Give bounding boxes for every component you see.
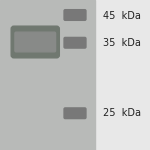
FancyBboxPatch shape <box>64 37 86 48</box>
FancyBboxPatch shape <box>64 10 86 20</box>
Text: 45  kDa: 45 kDa <box>103 11 141 21</box>
FancyBboxPatch shape <box>11 26 59 58</box>
Text: 35  kDa: 35 kDa <box>103 39 141 48</box>
FancyBboxPatch shape <box>15 32 56 52</box>
Bar <box>0 0 95 150</box>
FancyBboxPatch shape <box>64 108 86 119</box>
Text: 25  kDa: 25 kDa <box>103 108 141 118</box>
